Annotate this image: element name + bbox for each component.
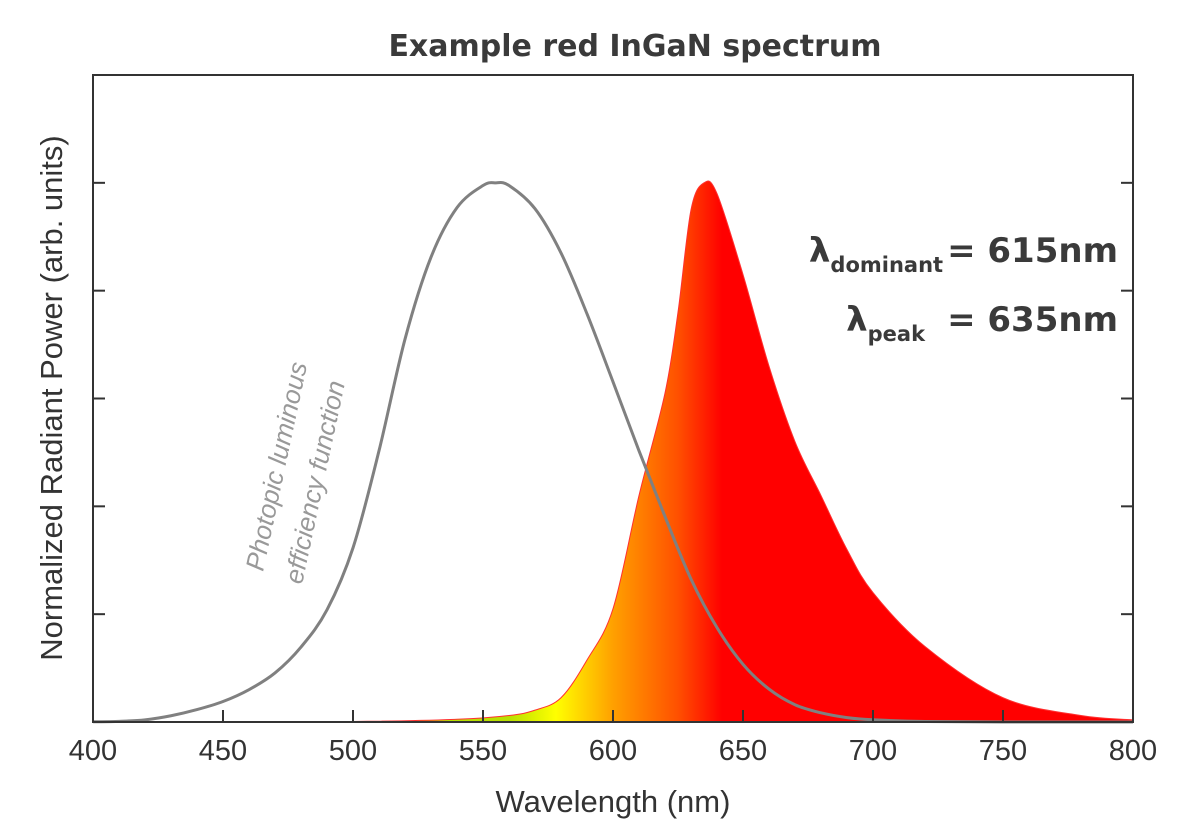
x-tick-label: 400 [69,735,117,767]
peak-value: = 635nm [947,300,1118,340]
chart-title: Example red InGaN spectrum [388,29,881,64]
lambda-symbol: λ [846,300,868,340]
dominant-wavelength-annotation: λdominant = 615nm [809,231,1118,277]
x-tick-label: 650 [719,735,767,767]
red-ingan-spectrum-area [92,180,1134,723]
x-tick-label: 600 [589,735,637,767]
x-axis-label: Wavelength (nm) [496,784,731,819]
x-tick-label: 450 [199,735,247,767]
lambda-symbol: λ [809,231,831,271]
photopic-luminous-efficiency-line [92,181,1134,724]
dominant-value: = 615nm [947,231,1118,271]
dominant-subscript: dominant [830,253,943,277]
y-axis-label: Normalized Radiant Power (arb. units) [34,135,69,661]
x-tick-label: 750 [979,735,1027,767]
x-tick-label: 550 [459,735,507,767]
x-tick-label: 800 [1109,735,1157,767]
x-tick-label: 500 [329,735,377,767]
peak-subscript: peak [868,322,926,346]
x-tick-label: 700 [849,735,897,767]
peak-wavelength-annotation: λpeak = 635nm [846,300,1118,346]
